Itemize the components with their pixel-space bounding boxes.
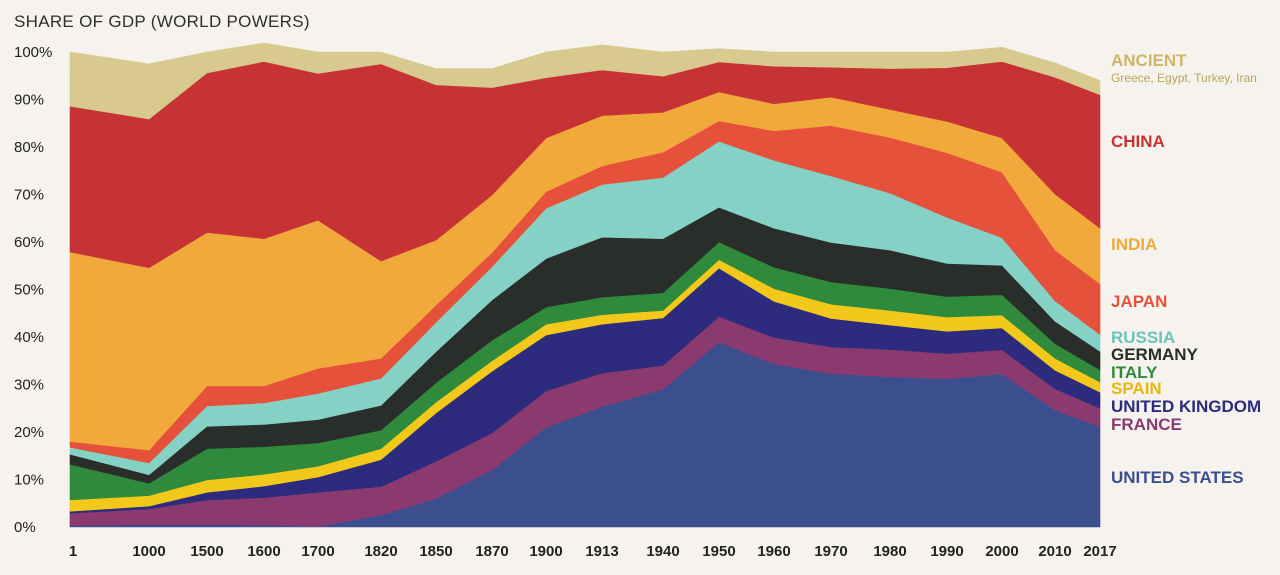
- x-tick-label: 1940: [646, 543, 679, 560]
- y-tick-label: 100%: [14, 44, 52, 61]
- x-tick-label: 1900: [529, 543, 562, 560]
- legend-label-ancient: ANCIENT: [1111, 51, 1187, 70]
- legend-sublabel-ancient: Greece, Egypt, Turkey, Iran: [1111, 71, 1257, 85]
- legend-label-united-kingdom: UNITED KINGDOM: [1111, 397, 1261, 416]
- legend-label-russia: RUSSIA: [1111, 328, 1175, 347]
- legend-label-france: FRANCE: [1111, 415, 1182, 434]
- y-tick-label: 0%: [14, 519, 36, 536]
- legend-label-japan: JAPAN: [1111, 292, 1167, 311]
- legend-label-spain: SPAIN: [1111, 379, 1162, 398]
- x-tick-label: 1950: [702, 543, 735, 560]
- y-tick-label: 70%: [14, 187, 44, 204]
- x-tick-label: 1960: [757, 543, 790, 560]
- x-tick-label: 1700: [301, 543, 334, 560]
- x-tick-label: 1970: [814, 543, 847, 560]
- x-tick-label: 2010: [1038, 543, 1071, 560]
- x-tick-label: 1870: [475, 543, 508, 560]
- x-tick-label: 1820: [364, 543, 397, 560]
- legend-label-germany: GERMANY: [1111, 345, 1199, 364]
- y-tick-label: 20%: [14, 424, 44, 441]
- x-tick-label: 1990: [930, 543, 963, 560]
- y-tick-label: 60%: [14, 234, 44, 251]
- y-tick-label: 30%: [14, 377, 44, 394]
- x-tick-label: 1980: [873, 543, 906, 560]
- x-tick-label: 1600: [247, 543, 280, 560]
- chart-title: SHARE OF GDP (WORLD POWERS): [14, 12, 310, 31]
- legend-label-italy: ITALY: [1111, 363, 1158, 382]
- x-tick-label: 1850: [419, 543, 452, 560]
- y-tick-label: 10%: [14, 472, 44, 489]
- x-tick-label: 1: [69, 543, 77, 560]
- y-tick-label: 50%: [14, 282, 44, 299]
- y-tick-label: 80%: [14, 139, 44, 156]
- legend-label-india: INDIA: [1111, 235, 1157, 254]
- x-tick-label: 1000: [132, 543, 165, 560]
- y-tick-label: 40%: [14, 329, 44, 346]
- legend-label-united-states: UNITED STATES: [1111, 468, 1244, 487]
- x-tick-label: 1913: [585, 543, 618, 560]
- x-tick-label: 2000: [985, 543, 1018, 560]
- x-tick-label: 1500: [190, 543, 223, 560]
- legend-label-china: CHINA: [1111, 132, 1165, 151]
- y-tick-label: 90%: [14, 92, 44, 109]
- series-area-ancient: [69, 42, 1101, 120]
- x-tick-label: 2017: [1083, 543, 1116, 560]
